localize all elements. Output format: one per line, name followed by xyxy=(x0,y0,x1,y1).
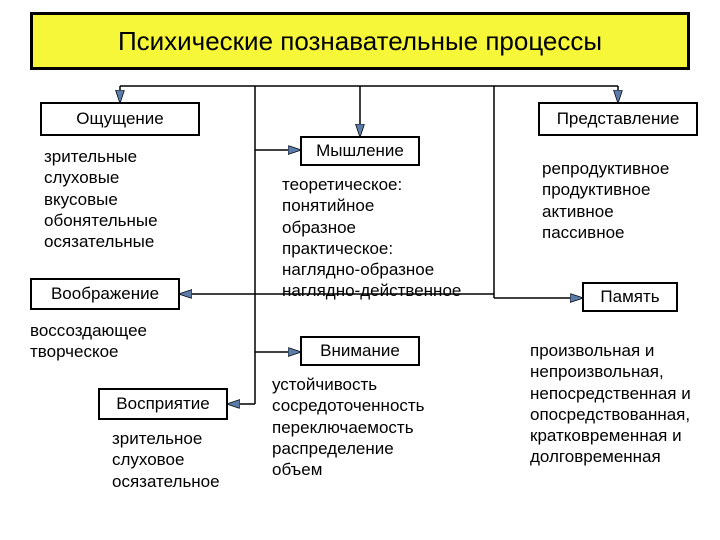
node-thinking: Мышление xyxy=(300,136,420,166)
text-representation_items: репродуктивное продуктивное активное пас… xyxy=(542,158,669,243)
node-label-sensation: Ощущение xyxy=(76,109,164,129)
text-memory_items: произвольная и непроизвольная, непосредс… xyxy=(530,340,691,468)
node-imagination: Воображение xyxy=(30,278,180,310)
title-text: Психические познавательные процессы xyxy=(118,26,602,57)
text-attention_items: устойчивость сосредоточенность переключа… xyxy=(272,374,425,480)
node-label-representation: Представление xyxy=(557,109,680,129)
node-sensation: Ощущение xyxy=(40,102,200,136)
node-attention: Внимание xyxy=(300,336,420,366)
node-perception: Восприятие xyxy=(98,388,228,420)
text-imagination_items: воссоздающее творческое xyxy=(30,320,147,363)
node-memory: Память xyxy=(582,282,678,312)
text-thinking_items: теоретическое: понятийное образное практ… xyxy=(282,174,461,302)
node-label-thinking: Мышление xyxy=(316,141,404,161)
node-label-attention: Внимание xyxy=(320,341,400,361)
node-label-imagination: Воображение xyxy=(51,284,159,304)
node-label-memory: Память xyxy=(600,287,659,307)
node-label-perception: Восприятие xyxy=(116,394,209,414)
text-perception_items: зрительное слуховое осязательное xyxy=(112,428,220,492)
node-representation: Представление xyxy=(538,102,698,136)
text-sensation_items: зрительные слуховые вкусовые обонятельны… xyxy=(44,146,158,252)
title-box: Психические познавательные процессы xyxy=(30,12,690,70)
